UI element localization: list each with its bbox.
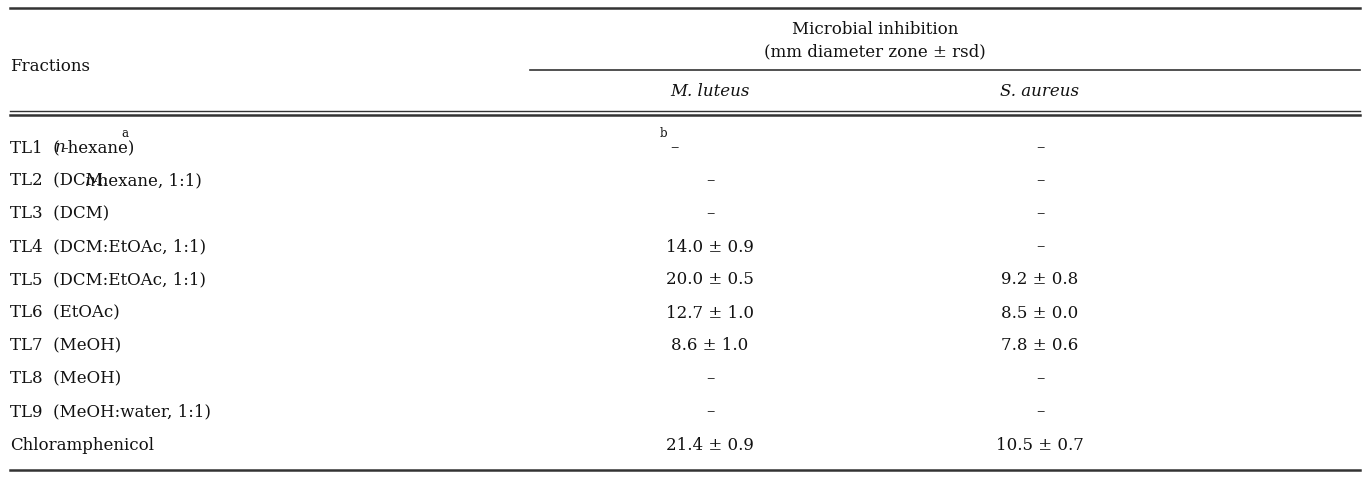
Text: TL5  (DCM:EtOAc, 1:1): TL5 (DCM:EtOAc, 1:1) bbox=[10, 272, 206, 288]
Text: TL7  (MeOH): TL7 (MeOH) bbox=[10, 337, 121, 355]
Text: –: – bbox=[1036, 172, 1045, 190]
Text: n: n bbox=[85, 172, 95, 190]
Text: M. luteus: M. luteus bbox=[670, 84, 750, 100]
Text: –: – bbox=[670, 140, 679, 156]
Text: 7.8 ± 0.6: 7.8 ± 0.6 bbox=[1001, 337, 1079, 355]
Text: 14.0 ± 0.9: 14.0 ± 0.9 bbox=[666, 239, 754, 255]
Text: 12.7 ± 1.0: 12.7 ± 1.0 bbox=[666, 304, 754, 322]
Text: TL9  (MeOH:water, 1:1): TL9 (MeOH:water, 1:1) bbox=[10, 404, 211, 420]
Text: TL3  (DCM): TL3 (DCM) bbox=[10, 205, 110, 223]
Text: TL1  (: TL1 ( bbox=[10, 140, 59, 156]
Text: TL8  (MeOH): TL8 (MeOH) bbox=[10, 371, 121, 387]
Text: –: – bbox=[1036, 140, 1045, 156]
Text: TL4  (DCM:EtOAc, 1:1): TL4 (DCM:EtOAc, 1:1) bbox=[10, 239, 206, 255]
Text: –: – bbox=[706, 404, 714, 420]
Text: Microbial inhibition: Microbial inhibition bbox=[792, 22, 958, 38]
Text: 20.0 ± 0.5: 20.0 ± 0.5 bbox=[666, 272, 754, 288]
Text: –: – bbox=[706, 371, 714, 387]
Text: n: n bbox=[55, 140, 66, 156]
Text: a: a bbox=[122, 127, 129, 140]
Text: 9.2 ± 0.8: 9.2 ± 0.8 bbox=[1001, 272, 1079, 288]
Text: 8.5 ± 0.0: 8.5 ± 0.0 bbox=[1001, 304, 1079, 322]
Text: –: – bbox=[706, 172, 714, 190]
Text: –: – bbox=[1036, 205, 1045, 223]
Text: –: – bbox=[706, 205, 714, 223]
Text: Chloramphenicol: Chloramphenicol bbox=[10, 436, 154, 454]
Text: -hexane, 1:1): -hexane, 1:1) bbox=[92, 172, 202, 190]
Text: TL2  (DCM:: TL2 (DCM: bbox=[10, 172, 108, 190]
Text: –: – bbox=[1036, 371, 1045, 387]
Text: Fractions: Fractions bbox=[10, 58, 90, 75]
Text: b: b bbox=[659, 127, 668, 140]
Text: –: – bbox=[1036, 239, 1045, 255]
Text: –: – bbox=[1036, 404, 1045, 420]
Text: S. aureus: S. aureus bbox=[1001, 84, 1079, 100]
Text: (mm diameter zone ± rsd): (mm diameter zone ± rsd) bbox=[764, 44, 986, 60]
Text: -hexane): -hexane) bbox=[62, 140, 134, 156]
Text: 8.6 ± 1.0: 8.6 ± 1.0 bbox=[672, 337, 749, 355]
Text: 21.4 ± 0.9: 21.4 ± 0.9 bbox=[666, 436, 754, 454]
Text: TL6  (EtOAc): TL6 (EtOAc) bbox=[10, 304, 119, 322]
Text: 10.5 ± 0.7: 10.5 ± 0.7 bbox=[997, 436, 1084, 454]
